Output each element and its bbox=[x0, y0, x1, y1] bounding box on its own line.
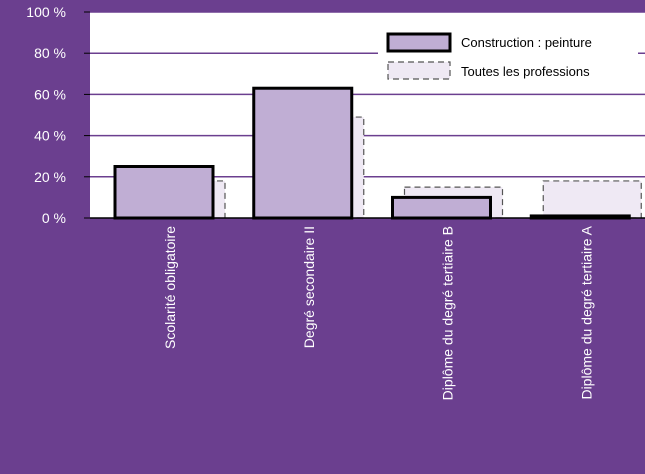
bar-construction bbox=[113, 165, 215, 220]
x-category-label: Degré secondaire II bbox=[301, 226, 317, 348]
category-labels: Scolarité obligatoire Degré secondaire II… bbox=[162, 225, 594, 400]
bar-all-professions bbox=[542, 180, 642, 219]
y-tick-label: 80 % bbox=[34, 45, 66, 61]
y-axis-ticks: 0 % 20 % 40 % 60 % 80 % 100 % bbox=[26, 4, 90, 226]
bar-construction bbox=[252, 86, 354, 220]
y-tick-label: 40 % bbox=[34, 128, 66, 144]
legend-swatch-construction bbox=[386, 32, 452, 53]
x-category-label: Scolarité obligatoire bbox=[162, 226, 178, 349]
y-tick-label: 20 % bbox=[34, 169, 66, 185]
x-category-label: Diplôme du degré tertiaire B bbox=[440, 226, 456, 400]
y-tick-label: 100 % bbox=[26, 4, 66, 20]
legend-label-construction: Construction : peinture bbox=[461, 35, 592, 50]
legend-swatch-all-professions bbox=[387, 61, 451, 80]
y-tick-label: 60 % bbox=[34, 86, 66, 102]
legend: Construction : peinture Toutes les profe… bbox=[378, 28, 638, 86]
bars bbox=[113, 86, 642, 220]
bar-construction bbox=[391, 195, 492, 220]
x-category-label: Diplôme du degré tertiaire A bbox=[578, 225, 594, 399]
legend-label-all-professions: Toutes les professions bbox=[461, 64, 590, 79]
y-tick-label: 0 % bbox=[42, 210, 66, 226]
